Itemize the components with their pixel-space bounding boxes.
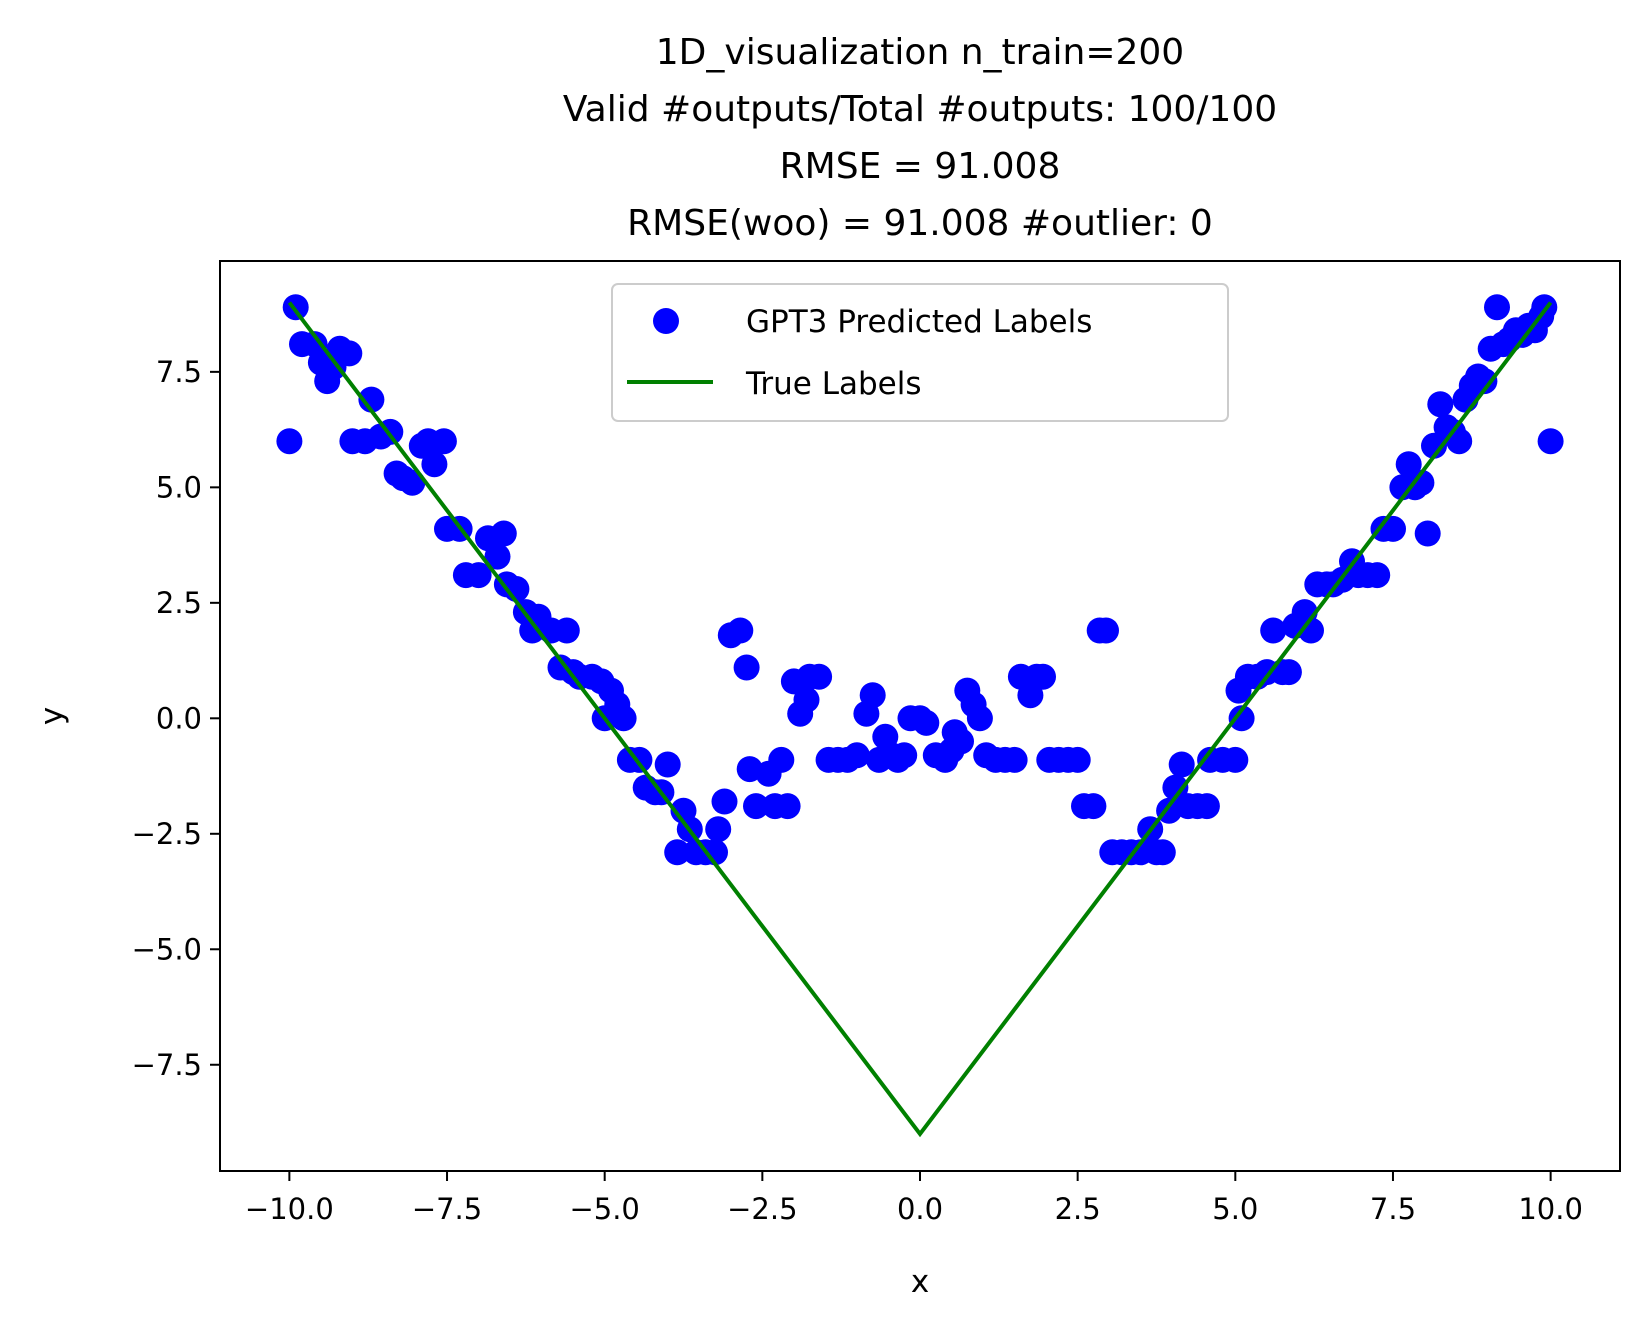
- x-tick-label: −2.5: [727, 1192, 797, 1226]
- y-tick-label: −2.5: [132, 817, 202, 851]
- predicted-point: [654, 751, 681, 778]
- predicted-point: [465, 562, 492, 589]
- legend-label-predicted: GPT3 Predicted Labels: [746, 304, 1092, 340]
- predicted-point: [1001, 746, 1028, 773]
- predicted-point: [966, 705, 993, 732]
- predicted-point: [1275, 659, 1302, 686]
- predicted-point: [702, 839, 728, 866]
- predicted-point: [276, 428, 303, 455]
- legend-marker-predicted: [653, 308, 679, 334]
- predicted-point: [1395, 451, 1422, 478]
- x-tick-label: −5.0: [569, 1192, 639, 1226]
- title-line-3: RMSE = 91.008: [780, 146, 1061, 187]
- predicted-point: [1030, 663, 1056, 690]
- predicted-point: [891, 742, 918, 769]
- predicted-point: [711, 788, 738, 815]
- predicted-point: [1408, 469, 1435, 496]
- true-labels-line: [287, 301, 1553, 1138]
- x-tick-label: 10.0: [1518, 1192, 1583, 1226]
- y-tick-label: 0.0: [156, 701, 202, 735]
- predicted-point: [1168, 751, 1195, 778]
- predicted-point: [1162, 774, 1189, 801]
- predicted-point: [1080, 793, 1107, 820]
- x-axis-label: x: [911, 1264, 929, 1300]
- predicted-point: [1537, 428, 1564, 455]
- predicted-point: [1421, 432, 1447, 459]
- predicted-point: [1093, 617, 1119, 644]
- legend: GPT3 Predicted Labels True Labels: [611, 283, 1229, 422]
- predicted-point: [1260, 617, 1287, 644]
- predicted-point: [1064, 746, 1091, 773]
- predicted-point: [806, 663, 833, 690]
- predicted-point: [1531, 294, 1558, 321]
- predicted-point: [1484, 294, 1510, 321]
- predicted-point: [743, 793, 769, 820]
- predicted-point: [1427, 391, 1454, 418]
- legend-label-true: True Labels: [745, 366, 921, 402]
- y-tick-label: −5.0: [132, 932, 202, 966]
- chart-title: 1D_visualization n_train=200 Valid #outp…: [563, 32, 1277, 244]
- predicted-point: [358, 386, 385, 413]
- predicted-point: [421, 451, 448, 478]
- predicted-point: [774, 793, 801, 820]
- predicted-point: [553, 617, 580, 644]
- y-tick-label: 2.5: [156, 586, 202, 620]
- predicted-point: [1149, 839, 1176, 866]
- y-tick-label: −7.5: [132, 1048, 202, 1082]
- predicted-point: [1222, 746, 1249, 773]
- predicted-point: [430, 428, 457, 455]
- x-tick-label: 0.0: [897, 1192, 943, 1226]
- y-axis-label: y: [34, 707, 70, 725]
- predicted-point: [913, 709, 940, 736]
- x-tick-label: 5.0: [1212, 1192, 1258, 1226]
- predicted-point: [843, 742, 870, 769]
- y-tick-label: 5.0: [156, 470, 202, 504]
- predicted-point: [336, 340, 363, 367]
- predicted-point: [1414, 520, 1441, 547]
- predicted-point: [793, 686, 820, 713]
- predicted-point: [490, 520, 517, 547]
- predicted-point: [1380, 515, 1406, 542]
- legend-frame: [611, 283, 1229, 422]
- predicted-point: [1193, 793, 1220, 820]
- x-tick-label: −10.0: [245, 1192, 334, 1226]
- predicted-point: [859, 682, 886, 709]
- predicted-point: [768, 746, 795, 773]
- predicted-point: [484, 543, 511, 570]
- predicted-point: [948, 728, 974, 755]
- x-axis: −10.0 −7.5 −5.0 −2.5 0.0 2.5 5.0 7.5 10.0: [245, 1171, 1583, 1226]
- predicted-point: [664, 839, 691, 866]
- predicted-point: [1228, 705, 1255, 732]
- predicted-point: [733, 654, 760, 681]
- plot-marks: [276, 294, 1564, 1138]
- y-tick-label: 7.5: [156, 355, 202, 389]
- predicted-point: [282, 294, 309, 321]
- x-tick-label: 7.5: [1370, 1192, 1416, 1226]
- predicted-point: [705, 816, 732, 843]
- x-tick-label: −7.5: [412, 1192, 482, 1226]
- title-line-4: RMSE(woo) = 91.008 #outlier: 0: [627, 203, 1213, 244]
- title-line-2: Valid #outputs/Total #outputs: 100/100: [563, 89, 1277, 130]
- predicted-point: [727, 617, 754, 644]
- predicted-point: [610, 705, 637, 732]
- title-line-1: 1D_visualization n_train=200: [656, 32, 1184, 73]
- predicted-point: [1364, 562, 1391, 589]
- x-tick-label: 2.5: [1055, 1192, 1101, 1226]
- y-axis: −7.5 −5.0 −2.5 0.0 2.5 5.0 7.5: [132, 355, 220, 1082]
- predicted-point: [1471, 368, 1498, 395]
